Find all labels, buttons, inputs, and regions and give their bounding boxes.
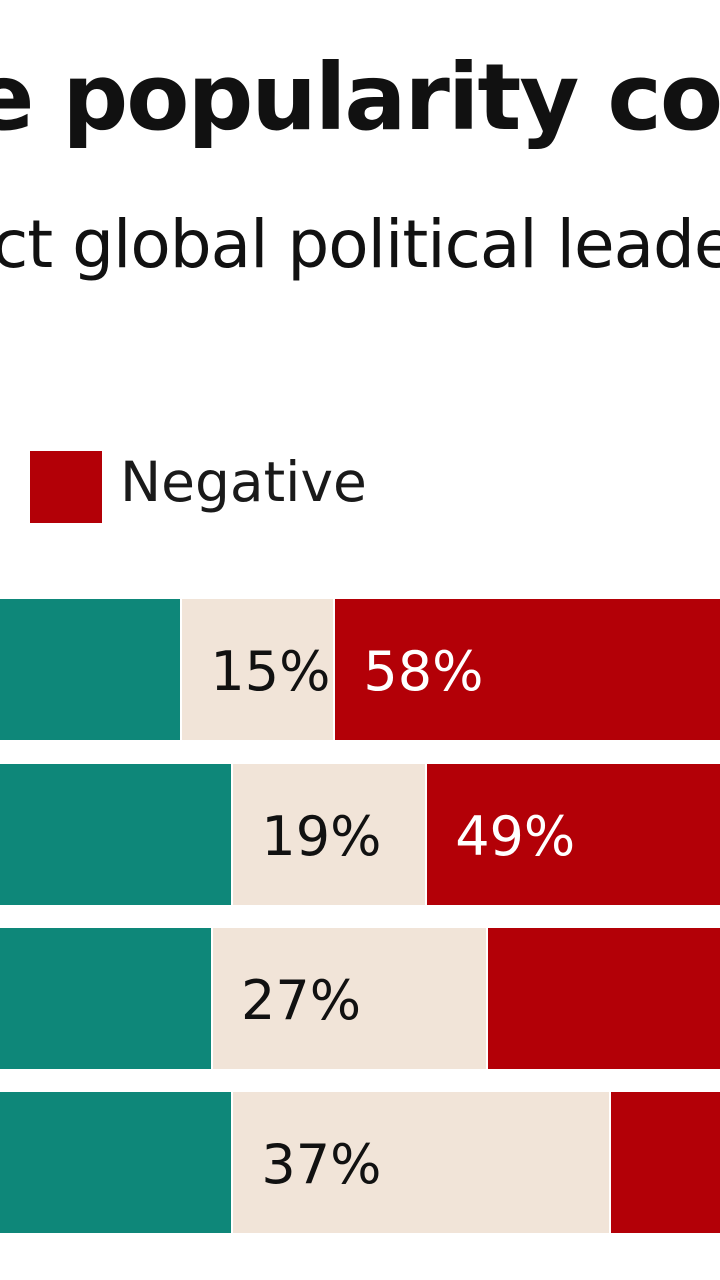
bar-segment-approve-row-3 — [0, 928, 211, 1069]
data-label-negative-row-2: 49% — [455, 804, 576, 868]
bar-segment-approve-row-2 — [0, 764, 232, 905]
bar-segment-neutral-row-4 — [231, 1092, 609, 1233]
legend-swatch-negative — [30, 451, 102, 523]
bar-segment-approve-row-1 — [0, 599, 181, 740]
data-label-neutral-row-2: 19% — [261, 804, 382, 868]
bar-segment-negative-row-3 — [486, 928, 720, 1069]
bar-segment-negative-row-4 — [608, 1092, 720, 1233]
data-label-negative-row-1: 58% — [363, 639, 484, 703]
data-label-neutral-row-3: 27% — [241, 968, 362, 1032]
data-label-neutral-row-1: 15% — [210, 639, 331, 703]
bar-segment-negative-row-1 — [333, 599, 720, 740]
bar-segment-neutral-row-1 — [180, 599, 334, 740]
legend-label-negative: Negative — [120, 450, 367, 514]
data-label-neutral-row-4: 37% — [261, 1132, 382, 1196]
bar-segment-neutral-row-2 — [231, 764, 426, 905]
chart-title: e popularity cor — [0, 44, 720, 151]
bar-segment-approve-row-4 — [0, 1092, 232, 1233]
chart-subtitle: ct global political leader — [0, 206, 720, 283]
bar-segment-neutral-row-3 — [211, 928, 487, 1069]
bar-segment-negative-row-2 — [425, 764, 720, 905]
